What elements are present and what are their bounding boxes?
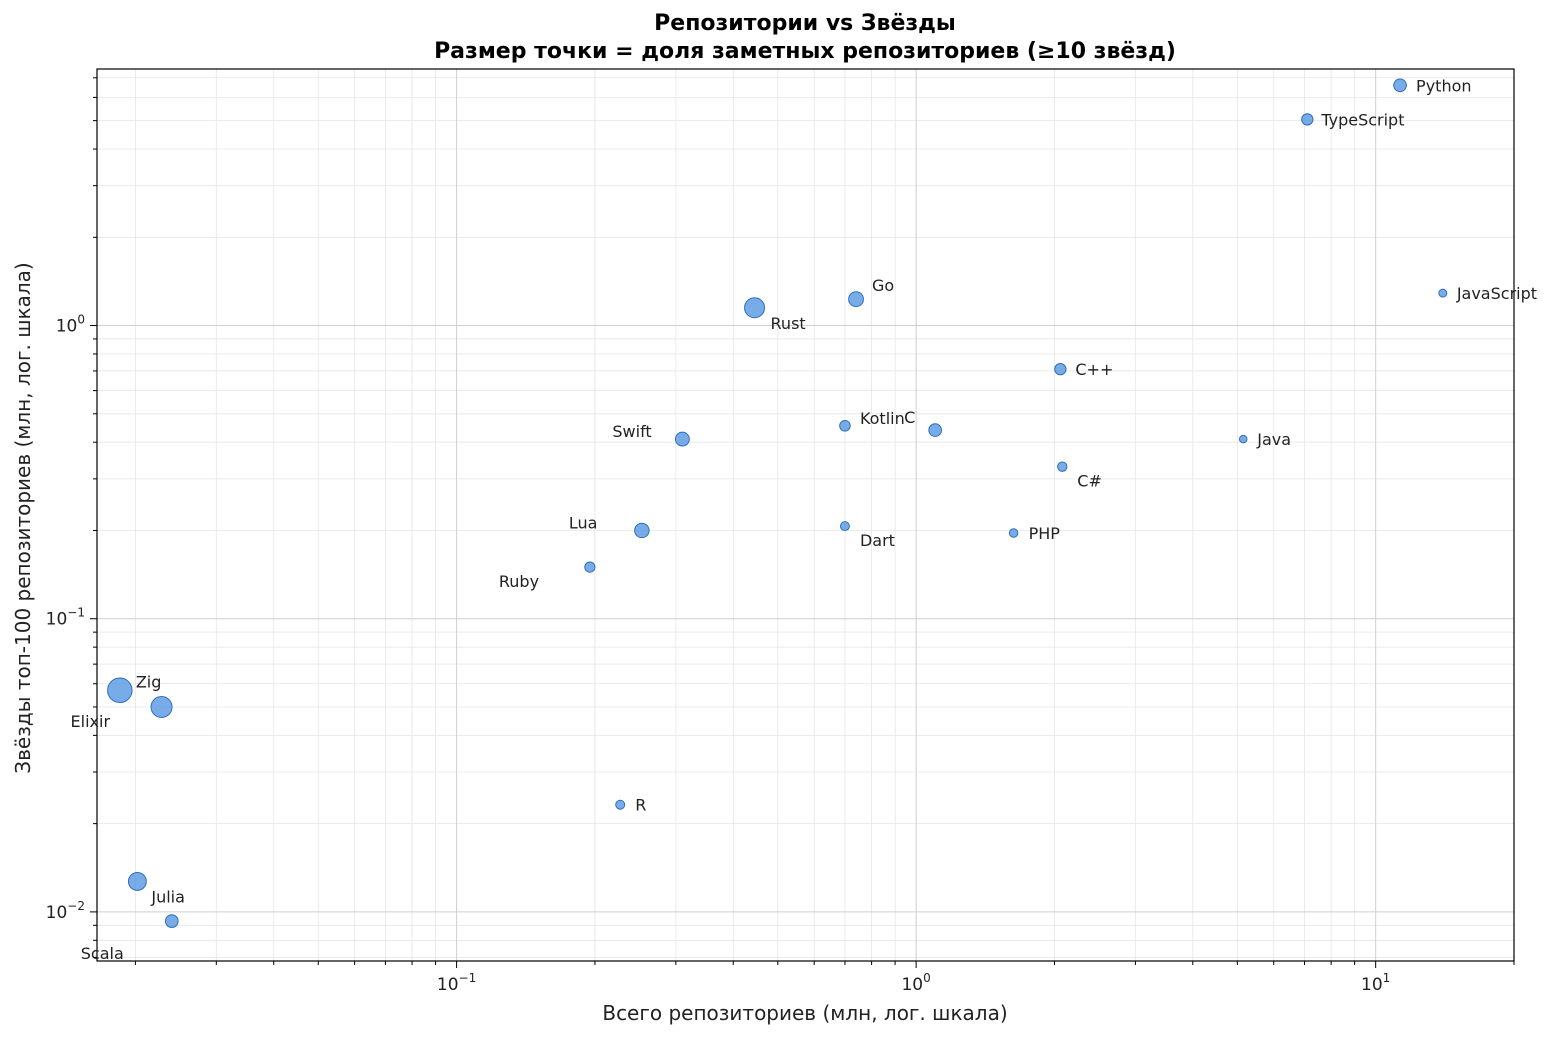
y-axis-label: Звёзды топ-100 репозиториев (млн, лог. ш… (11, 262, 35, 773)
data-point-label: Scala (81, 944, 124, 963)
y-tick-label: 100 (56, 313, 85, 337)
data-point (674, 431, 690, 447)
axis-tick-labels: 10−1 100 101 10−2 10−1 100 (46, 313, 1391, 995)
data-point-label: Dart (860, 531, 895, 550)
data-point (848, 291, 864, 308)
grid-major (97, 69, 1514, 961)
data-point-label: PHP (1029, 524, 1061, 543)
x-tick-label: 10−1 (437, 971, 476, 995)
data-point (615, 799, 626, 810)
data-point-label: Java (1256, 430, 1291, 449)
data-point (1301, 113, 1314, 126)
data-point (744, 297, 766, 319)
data-point (1054, 362, 1067, 376)
data-point (1393, 78, 1407, 93)
data-points (107, 78, 1448, 928)
grid-minor (97, 69, 1515, 961)
data-point (634, 522, 650, 539)
data-point-label: Rust (771, 314, 806, 333)
data-point (1008, 528, 1019, 538)
data-point-label: Python (1416, 76, 1471, 95)
data-point-label: C (904, 408, 915, 427)
chart-title: Репозитории vs Звёзды (654, 11, 956, 36)
data-point-labels: Python TypeScript JavaScript Go Rust C++ CKotl… (71, 76, 1537, 963)
axis-ticks (90, 77, 1515, 968)
data-point-label: Elixir (71, 712, 111, 731)
data-point-label: Lua (569, 513, 598, 532)
data-point-label: Julia (150, 887, 185, 906)
data-point (839, 521, 850, 532)
y-tick-label: 10−1 (46, 606, 85, 630)
data-point (150, 695, 173, 718)
data-point (164, 914, 179, 928)
data-point (1057, 461, 1068, 472)
x-axis-label: Всего репозиториев (млн, лог. шкала) (602, 1001, 1007, 1025)
data-point (1238, 434, 1248, 444)
data-point (1438, 288, 1448, 298)
data-point (127, 872, 147, 891)
data-point-label: C++ (1075, 360, 1113, 379)
data-point-label: Kotlin (860, 409, 905, 428)
data-point-label: C# (1077, 472, 1102, 491)
data-point-label: Swift (612, 422, 651, 441)
plot-frame (96, 68, 1515, 962)
data-point-label: JavaScript (1456, 284, 1537, 303)
data-point-label: Zig (136, 672, 162, 691)
data-point-label: TypeScript (1320, 110, 1404, 129)
data-point (928, 423, 942, 437)
data-point-label: R (635, 796, 646, 815)
data-point (107, 677, 133, 704)
x-tick-label: 100 (901, 971, 930, 995)
x-tick-label: 101 (1361, 971, 1390, 995)
data-point (584, 561, 596, 573)
data-point (839, 420, 851, 432)
y-tick-label: 10−2 (46, 899, 85, 923)
data-point-label: Ruby (499, 572, 539, 591)
data-point-label: Go (872, 276, 894, 295)
chart-subtitle: Размер точки = доля заметных репозиторие… (434, 39, 1176, 64)
